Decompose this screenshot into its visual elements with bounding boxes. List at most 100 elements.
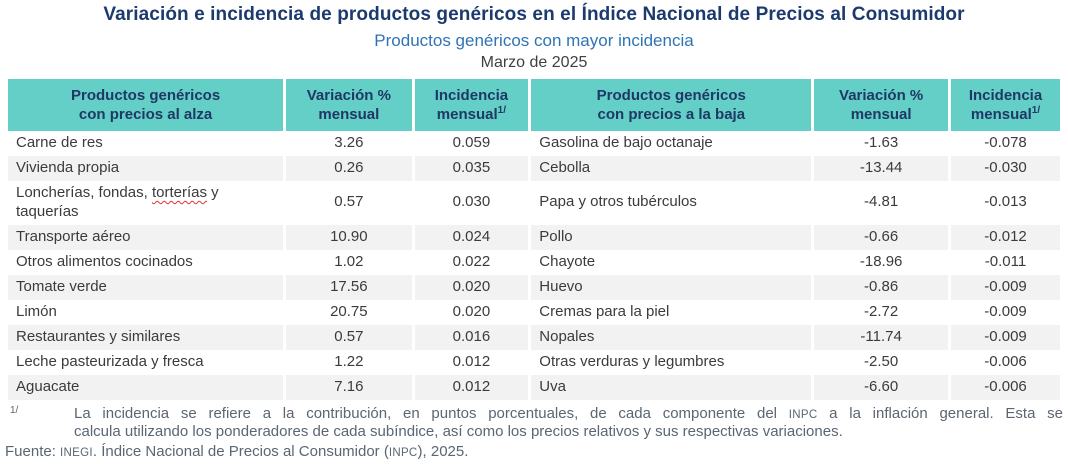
cell-alza-name: Limón xyxy=(16,302,57,320)
cell-alza-incidence: 0.022 xyxy=(411,249,530,275)
footnote-text-line1: La incidencia se refiere a la contribuci… xyxy=(74,404,1063,422)
cell-baja-variation: -4.81 xyxy=(811,181,950,225)
header-label: Productos genéricos con precios al alza xyxy=(70,86,221,123)
cell-baja-variation: -18.96 xyxy=(811,249,950,275)
cell-alza-incidence: 0.035 xyxy=(411,156,530,181)
footnote: 1/ La incidencia se refiere a la contrib… xyxy=(0,405,1068,443)
cell-alza-name: Otros alimentos cocinados xyxy=(16,252,193,270)
cell-alza-variation: 0.57 xyxy=(283,181,414,225)
cell-baja-name: Papa y otros tubérculos xyxy=(528,181,813,225)
cell-baja-name: Chayote xyxy=(528,249,813,275)
footnote-ref: 1/ xyxy=(1031,105,1041,116)
cell-baja-name: Cebolla xyxy=(528,156,813,181)
cell-baja-name: Otras verduras y legumbres xyxy=(528,349,813,375)
table-row: Tomate verde 17.56 0.020 Huevo -0.86 -0.009 xyxy=(8,274,1060,300)
small-caps-acronym: INEGI xyxy=(60,447,93,460)
header-alza-products: Productos genéricos con precios al alza xyxy=(8,79,285,131)
small-caps-acronym: INPC xyxy=(788,408,818,421)
source-line: Fuente: INEGI. Índice Nacional de Precio… xyxy=(5,443,469,461)
cell-baja-incidence: -0.078 xyxy=(948,131,1060,156)
cell-baja-incidence: -0.013 xyxy=(948,181,1060,225)
incidence-table: Productos genéricos con precios al alza … xyxy=(8,79,1060,400)
cell-baja-name: Gasolina de bajo octanaje xyxy=(528,131,813,156)
header-baja-variation: Variación % mensual xyxy=(811,79,950,131)
cell-baja-variation: -13.44 xyxy=(811,156,950,181)
table-header: Productos genéricos con precios al alza … xyxy=(8,79,1060,131)
misspelled-word: torterías xyxy=(151,184,207,201)
header-label: Incidencia mensual xyxy=(968,86,1043,123)
cell-alza-name: Tomate verde xyxy=(16,277,107,295)
table-row: Otros alimentos cocinados 1.02 0.022 Chayot… xyxy=(8,249,1060,275)
cell-alza-name: Restaurantes y similares xyxy=(16,327,181,345)
header-baja-incidence: Incidencia mensual1/ xyxy=(948,79,1060,131)
cell-baja-incidence: -0.006 xyxy=(948,349,1060,375)
cell-alza-variation: 1.02 xyxy=(283,249,414,275)
header-label: Variación % mensual xyxy=(306,86,391,123)
cell-alza-variation: 1.22 xyxy=(283,349,414,375)
cell-baja-name: Uva xyxy=(528,374,813,400)
table-body: Carne de res 3.26 0.059 Gasolina de bajo oc… xyxy=(8,131,1060,400)
cell-baja-variation: -6.60 xyxy=(811,374,950,400)
cell-baja-incidence: -0.009 xyxy=(948,324,1060,350)
header-label: Variación % mensual xyxy=(839,86,924,123)
cell-baja-incidence: -0.011 xyxy=(948,249,1060,275)
cell-alza-incidence: 0.020 xyxy=(411,299,530,325)
table-row: Vivienda propia 0.26 0.035 Cebolla -13.44 -0.… xyxy=(8,156,1060,181)
cell-alza-name: Loncherías, fondas, torterías y taquería… xyxy=(16,184,219,220)
cell-baja-variation: -2.72 xyxy=(811,299,950,325)
cell-baja-incidence: -0.006 xyxy=(948,374,1060,400)
page-title: Variación e incidencia de productos gené… xyxy=(103,4,965,25)
cell-baja-name: Pollo xyxy=(528,224,813,250)
cell-baja-incidence: -0.009 xyxy=(948,299,1060,325)
cell-alza-name: Transporte aéreo xyxy=(16,227,131,245)
header-baja-products: Productos genéricos con precios a la baj… xyxy=(528,79,813,131)
period-label: Marzo de 2025 xyxy=(480,54,588,71)
page-subtitle: Productos genéricos con mayor incidencia xyxy=(374,31,694,50)
cell-baja-variation: -0.86 xyxy=(811,274,950,300)
cell-alza-variation: 17.56 xyxy=(283,274,414,300)
table-row: Limón 20.75 0.020 Cremas para la piel -2.72-… xyxy=(8,299,1060,325)
cell-alza-incidence: 0.024 xyxy=(411,224,530,250)
footnote-text-line2: calcula utilizando los ponderadores de c… xyxy=(74,423,843,441)
table-row: Loncherías, fondas, torterías y taquería… xyxy=(8,181,1060,225)
header-alza-incidence: Incidencia mensual1/ xyxy=(411,79,530,131)
cell-baja-variation: -2.50 xyxy=(811,349,950,375)
cell-alza-name: Vivienda propia xyxy=(16,159,120,177)
footnote-marker: 1/ xyxy=(10,404,19,416)
header-label: Incidencia mensual xyxy=(434,86,509,123)
table-row: Restaurantes y similares 0.57 0.016 Nopales… xyxy=(8,324,1060,350)
cell-baja-name: Cremas para la piel xyxy=(528,299,813,325)
cell-alza-variation: 0.26 xyxy=(283,156,414,181)
cell-alza-incidence: 0.059 xyxy=(411,131,530,156)
header-alza-variation: Variación % mensual xyxy=(283,79,414,131)
cell-baja-variation: -1.63 xyxy=(811,131,950,156)
cell-alza-variation: 10.90 xyxy=(283,224,414,250)
cell-baja-incidence: -0.012 xyxy=(948,224,1060,250)
cell-alza-incidence: 0.030 xyxy=(411,181,530,225)
cell-alza-variation: 0.57 xyxy=(283,324,414,350)
small-caps-acronym: INPC xyxy=(388,447,418,460)
cell-baja-incidence: -0.009 xyxy=(948,274,1060,300)
cell-alza-incidence: 0.020 xyxy=(411,274,530,300)
cell-alza-name: Aguacate xyxy=(16,377,80,395)
cell-alza-variation: 3.26 xyxy=(283,131,414,156)
cell-baja-name: Huevo xyxy=(528,274,813,300)
table-row: Transporte aéreo 10.90 0.024 Pollo -0.66 -0.0… xyxy=(8,224,1060,250)
cell-baja-incidence: -0.030 xyxy=(948,156,1060,181)
cell-alza-incidence: 0.016 xyxy=(411,324,530,350)
cell-baja-variation: -0.66 xyxy=(811,224,950,250)
cell-alza-variation: 7.16 xyxy=(283,374,414,400)
cell-alza-incidence: 0.012 xyxy=(411,374,530,400)
table-row: Carne de res 3.26 0.059 Gasolina de bajo oc… xyxy=(8,131,1060,156)
cell-alza-name: Leche pasteurizada y fresca xyxy=(16,352,204,370)
cell-baja-variation: -11.74 xyxy=(811,324,950,350)
header-label: Productos genéricos con precios a la baj… xyxy=(596,86,746,123)
table-row: Leche pasteurizada y fresca 1.22 0.012 Otra… xyxy=(8,349,1060,375)
cell-baja-name: Nopales xyxy=(528,324,813,350)
header-row: Productos genéricos con precios al alza … xyxy=(8,79,1060,131)
cell-alza-incidence: 0.012 xyxy=(411,349,530,375)
cell-alza-variation: 20.75 xyxy=(283,299,414,325)
table-row: Aguacate 7.16 0.012 Uva -6.60 -0.006 xyxy=(8,374,1060,400)
cell-alza-name: Carne de res xyxy=(16,134,103,152)
